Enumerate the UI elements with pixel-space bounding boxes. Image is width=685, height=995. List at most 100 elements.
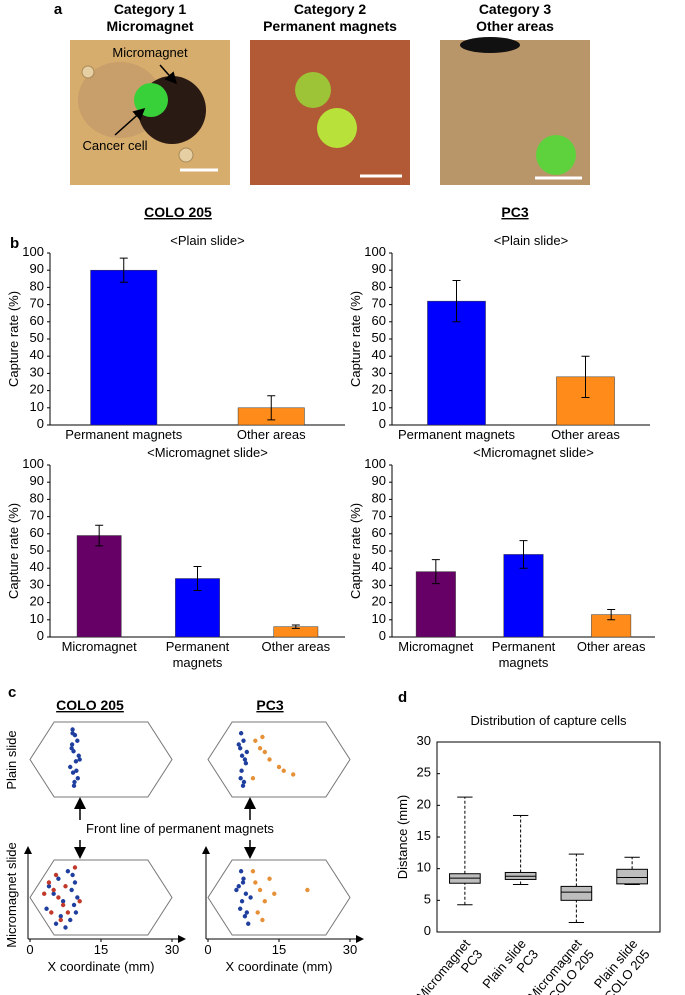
y-tick-label: 80 <box>372 490 386 505</box>
y-tick-label: 80 <box>30 278 44 293</box>
x-axis-label: X coordinate (mm) <box>48 959 155 974</box>
y-tick-label: 60 <box>30 525 44 540</box>
row-label: Plain slide <box>4 730 19 789</box>
box <box>560 885 593 901</box>
y-tick-label: 60 <box>372 525 386 540</box>
point <box>242 914 248 919</box>
chart-subtitle: <Plain slide> <box>494 233 568 248</box>
error-bar <box>291 624 300 629</box>
point <box>240 783 246 788</box>
point <box>72 865 78 870</box>
slide-outline <box>207 721 351 798</box>
point <box>253 880 258 885</box>
point <box>71 783 77 788</box>
y-tick-label: 20 <box>372 594 386 609</box>
panel-label: b <box>10 235 19 252</box>
y-tick-label: 10 <box>30 399 44 414</box>
y-tick-label: 100 <box>364 244 386 259</box>
point <box>248 895 253 900</box>
y-tick-label: 10 <box>372 399 386 414</box>
y-tick-label: 10 <box>30 611 44 626</box>
x-tick-label: Other areas <box>237 427 306 442</box>
point <box>46 880 52 885</box>
y-tick-label: 60 <box>372 313 386 328</box>
y-tick-label: 90 <box>372 473 386 488</box>
annotation: Micromagnet <box>112 45 188 60</box>
point <box>70 727 75 732</box>
y-tick-label: 90 <box>30 473 44 488</box>
y-axis-label: Distance (mm) <box>395 795 410 880</box>
point <box>70 872 75 878</box>
y-tick-label: 25 <box>417 765 431 780</box>
y-tick-label: 40 <box>372 347 386 362</box>
error-bar <box>95 524 104 547</box>
point <box>238 776 243 781</box>
point <box>51 887 56 893</box>
y-axis-label: Capture rate (%) <box>6 291 21 387</box>
point <box>262 749 267 755</box>
chart-subtitle: <Micromagnet slide> <box>147 445 268 460</box>
point <box>75 895 80 900</box>
error-bar <box>519 540 528 569</box>
y-tick-label: 60 <box>30 313 44 328</box>
error-bar <box>267 395 276 421</box>
y-tick-label: 70 <box>30 508 44 523</box>
image-caption: Other areas <box>476 18 554 34</box>
y-tick-label: 90 <box>372 261 386 276</box>
point <box>236 742 241 747</box>
point <box>242 757 248 762</box>
slide-outline <box>207 859 351 936</box>
error-bar <box>581 355 590 398</box>
point <box>72 732 78 738</box>
point <box>239 753 245 758</box>
y-tick-label: 70 <box>372 508 386 523</box>
point <box>260 917 265 923</box>
y-tick-label: 0 <box>379 416 386 431</box>
point <box>244 910 250 915</box>
point <box>241 876 246 881</box>
point <box>65 869 71 874</box>
chart-subtitle: <Micromagnet slide> <box>473 445 594 460</box>
point <box>68 764 73 770</box>
point <box>46 884 52 889</box>
y-tick-label: 70 <box>30 296 44 311</box>
y-tick-label: 10 <box>372 611 386 626</box>
x-tick-label: 0 <box>26 942 33 957</box>
x-tick-label: MicromagnetCOLO 205 <box>525 936 597 995</box>
y-tick-label: 5 <box>424 891 431 906</box>
point <box>238 869 244 874</box>
point <box>53 921 59 926</box>
row-label: Micromagnet slide <box>4 842 19 948</box>
error-bar <box>452 280 461 323</box>
y-axis-label: Capture rate (%) <box>348 291 363 387</box>
error-bar <box>607 608 616 621</box>
point <box>58 914 63 919</box>
y-tick-label: 30 <box>30 576 44 591</box>
point <box>76 753 81 758</box>
x-axis-label: X coordinate (mm) <box>226 959 333 974</box>
point <box>246 921 251 926</box>
point <box>56 895 61 900</box>
point <box>241 738 246 743</box>
x-tick-label: Micromagnet <box>398 639 474 654</box>
chart-subtitle: <Plain slide> <box>170 233 244 248</box>
micrographs <box>70 37 590 185</box>
point <box>240 880 246 885</box>
panel-label: a <box>54 1 63 18</box>
point <box>253 738 258 743</box>
point <box>276 764 282 770</box>
plot-frame <box>436 741 661 933</box>
point <box>60 902 66 908</box>
y-tick-label: 80 <box>30 490 44 505</box>
point <box>72 779 77 785</box>
y-tick-label: 0 <box>379 628 386 643</box>
point <box>69 742 75 747</box>
point <box>239 768 244 773</box>
point <box>68 917 73 923</box>
point <box>75 738 80 743</box>
image-category: Category 2 <box>294 1 367 17</box>
y-tick-label: 50 <box>30 330 44 345</box>
y-tick-label: 20 <box>30 382 44 397</box>
point <box>72 880 78 885</box>
